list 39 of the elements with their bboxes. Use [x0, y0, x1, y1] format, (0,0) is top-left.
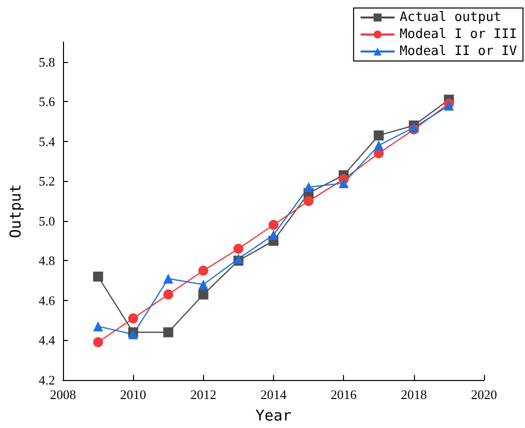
y-tick-label: 5.8: [38, 54, 55, 70]
point: [93, 337, 104, 348]
point: [93, 272, 104, 282]
legend-label: Actual output: [400, 10, 502, 25]
x-axis-title: Year: [255, 406, 292, 424]
point: [198, 266, 208, 276]
x-tick-label: 2018: [400, 387, 427, 402]
point: [163, 274, 174, 284]
point: [374, 140, 384, 150]
x-tick-label: 2020: [471, 387, 497, 402]
point: [338, 178, 349, 188]
y-tick-label: 4.4: [38, 332, 56, 348]
y-tick-label: 5.2: [38, 174, 55, 189]
y-tick-label: 4.8: [38, 253, 55, 268]
y-tick-label: 5.6: [38, 94, 56, 110]
point: [374, 130, 384, 140]
x-tick-label: 2010: [120, 387, 146, 402]
y-tick-label: 5.4: [38, 134, 56, 149]
point: [198, 290, 208, 300]
y-tick-label: 5.0: [38, 213, 55, 228]
x-tick-label: 2014: [260, 387, 287, 402]
y-tick-label: 4.2: [38, 372, 55, 388]
y-tick-label: 4.6: [38, 292, 56, 308]
point: [198, 280, 208, 290]
point: [163, 327, 174, 338]
x-tick-label: 2012: [190, 387, 216, 402]
point: [93, 321, 104, 332]
point: [128, 313, 138, 324]
point: [268, 220, 278, 230]
legend-label: Modeal II or IV: [400, 44, 518, 59]
point: [268, 230, 278, 240]
point: [304, 182, 314, 192]
y-axis-title: Output: [6, 184, 24, 238]
point: [163, 290, 174, 300]
point: [233, 244, 244, 254]
x-tick-label: 2016: [330, 387, 358, 402]
legend-label: Modeal I or III: [400, 27, 518, 42]
point: [304, 196, 314, 206]
x-tick-label: 2008: [50, 387, 76, 402]
